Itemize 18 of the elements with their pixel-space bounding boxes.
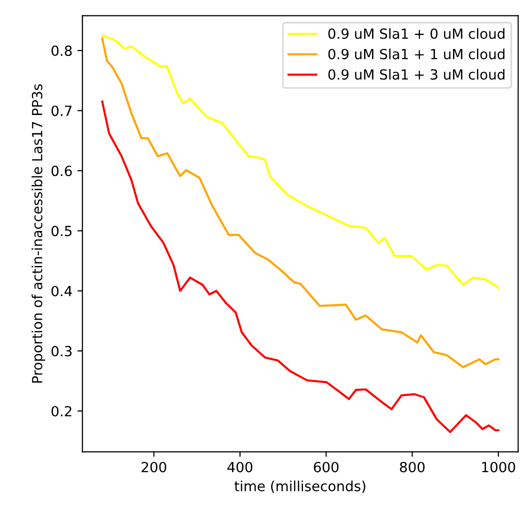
x-tick-label: 400 [227,462,252,472]
x-axis-title: time (milliseconds) [234,480,366,493]
legend-label: 0.9 uM Sla1 + 3 uM cloud [328,68,504,80]
x-tick-label: 1000 [482,462,516,472]
y-tick-label: 0.8 [52,46,72,56]
x-tick-label: 600 [314,462,338,472]
y-tick-label: 0.7 [52,106,72,116]
y-tick-label: 0.3 [52,346,72,356]
y-axis-title: Proportion of actin-inaccessible Las17 PP3s [32,84,46,383]
y-tick-label: 0.2 [52,406,72,416]
y-tick-label: 0.4 [52,286,72,296]
y-tick-label: 0.6 [52,166,72,176]
legend-label: 0.9 uM Sla1 + 1 uM cloud [328,48,504,60]
line-series [101,100,500,434]
x-tick-label: 200 [142,462,166,472]
legend-label: 0.9 uM Sla1 + 0 uM cloud [328,28,504,39]
x-tick-label: 800 [400,462,425,472]
y-tick-label: 0.5 [52,226,72,236]
